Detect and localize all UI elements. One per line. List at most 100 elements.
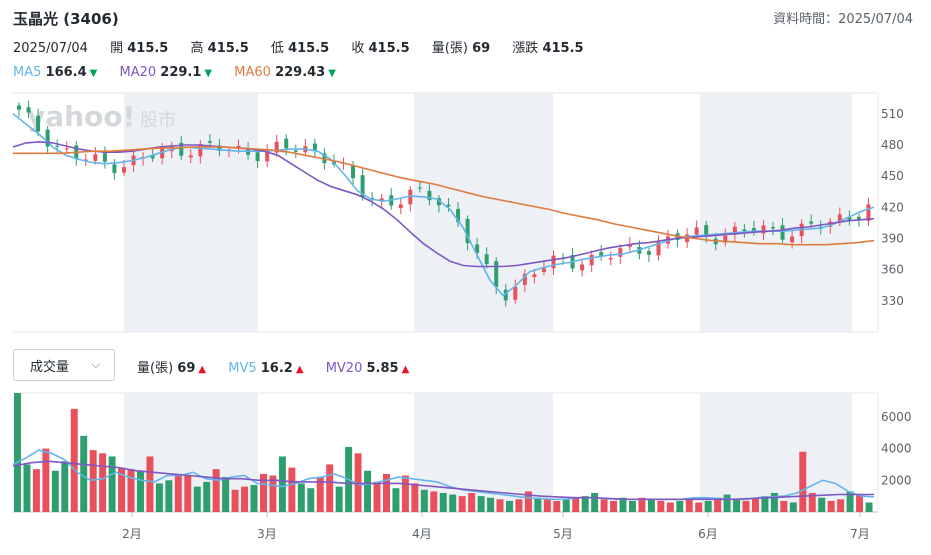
volume-bar (260, 473, 267, 512)
volume-bar (364, 470, 372, 512)
volume-bar (392, 488, 400, 512)
candle-body (408, 189, 413, 205)
ma5-line (12, 113, 875, 297)
volume-bar (581, 496, 589, 512)
volume-bar (827, 500, 835, 512)
volume-bar (846, 491, 854, 512)
candle-body (351, 165, 356, 179)
x-tick-label: 7月 (850, 527, 870, 541)
down-triangle-icon: ▼ (328, 68, 336, 79)
ma60-line (13, 146, 875, 246)
mv20-line (12, 460, 874, 501)
candle-body (809, 221, 814, 224)
candle-body (589, 254, 594, 266)
volume-bar (42, 448, 50, 512)
volume-bar (657, 500, 665, 512)
volume-bar (288, 467, 296, 512)
volume-bar (326, 464, 334, 512)
volume-bar (155, 483, 163, 512)
volume-bar (856, 494, 864, 512)
candle-body (503, 289, 508, 301)
volume-bar (458, 496, 466, 512)
volume-bar (401, 475, 409, 512)
volume-legend-item: 量(張) 69 ▲ (137, 361, 207, 376)
candle-body (751, 228, 756, 233)
price-tick-label: 420 (881, 200, 904, 214)
volume-bar (789, 502, 797, 512)
volume-bar (695, 502, 703, 512)
x-tick-label: 5月 (553, 527, 573, 541)
candle-body (532, 274, 537, 277)
volume-bar (250, 485, 258, 512)
watermark-suffix: 股市 (140, 110, 176, 131)
indicator-select-label: 成交量 (30, 359, 70, 375)
price-tick-label: 360 (881, 263, 904, 277)
volume-bar (770, 492, 778, 512)
volume-bar (108, 456, 116, 512)
x-tick-label: 3月 (257, 527, 277, 541)
volume-bar (449, 494, 457, 512)
volume-bar (137, 470, 144, 512)
x-tick-label: 4月 (412, 527, 432, 541)
volume-bar (420, 489, 428, 512)
volume-bar (193, 486, 201, 512)
price-tick-label: 510 (881, 107, 904, 121)
candle-body (217, 145, 222, 151)
candle-body (322, 153, 327, 164)
candle-body (360, 175, 365, 198)
volume-bar (780, 500, 788, 512)
volume-bar (203, 481, 211, 512)
volume-bar (837, 499, 845, 512)
volume-bar (496, 499, 504, 512)
volume-bar (278, 456, 286, 512)
candle-body (771, 227, 776, 229)
volume-bar (714, 497, 722, 512)
quote-volume: 量(張) 69 (431, 41, 491, 56)
volume-bar (222, 477, 230, 512)
ma-legend: MA5 166.4 ▼ MA20 229.1 ▼ MA60 229.43 ▼ (13, 65, 354, 80)
candle-body (427, 190, 432, 201)
candle-body (484, 254, 489, 265)
volume-bar (752, 497, 759, 512)
candle-body (265, 150, 270, 162)
volume-bar (89, 450, 97, 512)
candle-body (274, 141, 279, 153)
volume-bar (61, 461, 69, 512)
volume-bar (383, 473, 390, 512)
volume-bar (629, 500, 636, 512)
candle-body (284, 138, 289, 149)
volume-bar (373, 481, 381, 512)
candle-body (93, 154, 98, 161)
ma5-legend: MA5 166.4 ▼ (13, 65, 98, 80)
volume-bar (543, 499, 551, 512)
volume-bar (610, 500, 618, 512)
month-band (700, 93, 852, 332)
data-timestamp: 資料時間：2025/07/04 (773, 12, 913, 27)
quote-summary: 2025/07/04 開 415.5 高 415.5 低 415.5 收 415… (13, 37, 602, 56)
volume-bar (506, 500, 513, 512)
indicator-select[interactable]: 成交量 ⌵ (13, 349, 115, 381)
volume-bar (430, 491, 438, 512)
volume-bar (515, 499, 523, 512)
candle-body (45, 129, 50, 147)
volume-bar (647, 499, 655, 512)
volume-bar (127, 469, 135, 512)
candle-body (179, 142, 184, 156)
candle-body (837, 214, 842, 222)
volume-bar (174, 473, 182, 512)
ma20-legend: MA20 229.1 ▼ (119, 65, 213, 80)
candle-body (150, 154, 155, 159)
volume-bar (666, 502, 674, 512)
volume-bar (212, 469, 220, 512)
volume-bar (184, 475, 192, 512)
candle-body (312, 143, 317, 151)
volume-tick-label: 2000 (881, 473, 912, 487)
x-tick-label: 2月 (122, 527, 142, 541)
volume-bar (118, 467, 126, 512)
month-band (414, 93, 553, 332)
candle-body (436, 198, 441, 206)
candle-body (236, 145, 241, 149)
volume-bar (562, 499, 570, 512)
month-band (700, 393, 852, 512)
